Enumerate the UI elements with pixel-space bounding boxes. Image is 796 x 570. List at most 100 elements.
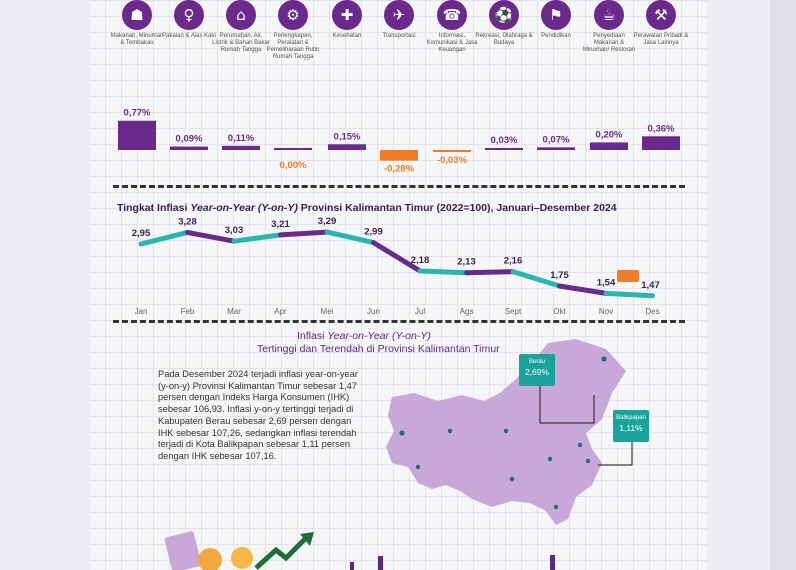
bar-value-label: 0,77% (124, 108, 151, 119)
inflation-summary-paragraph: Pada Desember 2024 terjadi inflasi year-… (158, 369, 358, 461)
x-tick-label: Jan (135, 307, 148, 316)
truck-icon (617, 270, 639, 282)
chart-bars-decoration (378, 556, 383, 570)
bar (485, 148, 523, 150)
money-illustration (164, 531, 314, 570)
bar (328, 144, 366, 150)
x-tick-label: Nov (599, 307, 613, 316)
bar-value-label: -0,28% (384, 164, 415, 175)
x-tick-label: Apr (274, 307, 287, 316)
category-label: Perlengkapan, Peralatan & Pemeliharaan R… (266, 33, 320, 60)
bar (222, 145, 260, 150)
graduation-cap-icon: ⚑ (541, 0, 571, 30)
x-tick-label: Mar (227, 307, 241, 316)
growth-arrow-head-icon (300, 532, 314, 546)
bar-value-label: 0,07% (543, 134, 570, 145)
berau-callout: Berau 2,69% (519, 354, 555, 386)
balikpapan-callout-name: Balikpapan (616, 415, 646, 421)
callout-line (598, 433, 633, 466)
line-value-label: 2,99 (364, 227, 383, 238)
callout-line (539, 385, 595, 424)
map-title-italic: Year-on-Year (Y-on-Y) (327, 330, 431, 342)
line-segment (371, 240, 423, 274)
x-tick-label: Mei (321, 307, 334, 316)
basket-icon: ☗ (122, 0, 152, 30)
map-title-part: Inflasi (297, 330, 328, 342)
category-label: Penyediaan Makanan & Minuman/ Restoran (582, 33, 636, 53)
bar-value-label: 0,03% (491, 135, 518, 146)
line-segment (417, 268, 469, 276)
line-chart-title-part: Provinsi Kalimantan Timur (2022=100), Ja… (297, 202, 617, 214)
growth-arrow-icon (254, 536, 308, 570)
restaurant-icon: ☕ (594, 0, 624, 30)
x-tick-label: Jul (415, 307, 425, 316)
kalimantan-timur-map (386, 339, 633, 525)
bar (380, 150, 418, 161)
yoy-inflation-line-chart: 2,95 Jan 3,28 Feb 3,03 Mar 3,21 Apr 3,29 Mei 2,99 J… (132, 216, 660, 316)
line-segment (185, 229, 237, 244)
divider-line (113, 185, 685, 188)
line-value-label: 1,75 (550, 270, 569, 281)
sport-icon: ⚽ (489, 0, 519, 30)
line-segment (557, 283, 609, 296)
x-tick-label: Ags (460, 307, 474, 316)
bar (537, 147, 575, 150)
bar-value-label: 0,36% (648, 123, 675, 134)
line-segment (231, 232, 283, 244)
line-chart-title-part: Tingkat Inflasi (117, 202, 191, 214)
bar (642, 136, 680, 150)
infographic-panel (89, 0, 707, 570)
category-label: Transportasi (382, 33, 416, 39)
divider-line (113, 320, 685, 323)
x-tick-label: Feb (181, 307, 195, 316)
line-value-label: 3,28 (178, 216, 197, 227)
line-value-label: 3,03 (225, 225, 244, 236)
monthly-inflation-bar-chart: 0,77% 0,09% 0,11% 0,00% 0,15% -0,28% -0,03% 0,0… (118, 108, 680, 175)
tools-icon: ⚒ (646, 0, 676, 30)
dress-icon: ♀ (174, 0, 204, 30)
airplane-icon: ✈ (384, 0, 414, 30)
line-value-label: 1,54 (597, 277, 616, 288)
line-segment (510, 269, 562, 289)
category-label: Perawatan Pribadi & Jasa Lainnya (633, 33, 689, 46)
house-icon: ⌂ (226, 0, 256, 30)
balikpapan-callout-value: 1,11% (619, 423, 643, 433)
berau-callout-value: 2,69% (524, 367, 550, 377)
line-value-label: 2,18 (411, 255, 430, 266)
scrollbar-track[interactable] (770, 0, 796, 570)
x-tick-label: Sept (505, 307, 522, 316)
category-label: Pakaian & Alas Kaki (162, 33, 216, 39)
map-section-title: Inflasi Year-on-Year (Y-on-Y) (297, 330, 431, 342)
household-equipment-icon: ⚙ (278, 0, 308, 30)
map-section-subtitle: Tertinggi dan Terendah di Provinsi Kalim… (257, 343, 500, 355)
bar-value-label: 0,00% (280, 160, 307, 171)
bar-value-label: -0,03% (437, 155, 468, 166)
category-label: Informasi, Komunikasi & Jasa Keuangan (426, 33, 478, 53)
line-value-label: 3,21 (271, 219, 290, 230)
chart-bars-decoration (550, 555, 555, 570)
line-value-label: 3,29 (318, 216, 337, 227)
medical-kit-icon: ✚ (332, 0, 362, 30)
line-segment (603, 290, 655, 299)
line-chart-title: Tingkat Inflasi Year-on-Year (Y-on-Y) Pr… (117, 202, 617, 214)
coin-icon (198, 548, 222, 570)
bar-value-label: 0,11% (228, 133, 255, 144)
line-value-label: 2,95 (132, 228, 151, 239)
bar (274, 148, 312, 150)
city-dots (399, 356, 607, 510)
bar (433, 150, 471, 152)
bar (590, 142, 628, 150)
line-chart-title-italic: Year-on-Year (Y-on-Y) (190, 202, 298, 214)
category-label: Perumahan, Air, Listrik & Bahan Bakar Ru… (212, 33, 270, 53)
x-tick-label: Okt (553, 307, 566, 316)
bar-value-label: 0,15% (334, 131, 361, 142)
line-value-label: 2,13 (457, 257, 476, 268)
category-label: Pendidikan (541, 33, 571, 39)
category-label: Kesehatan (332, 33, 362, 39)
x-tick-label: Des (645, 307, 659, 316)
phone-icon: ☎ (437, 0, 467, 30)
line-segment (278, 229, 330, 238)
category-label: Makanan, Minuman & Tembakau (110, 33, 164, 46)
bar (118, 120, 156, 150)
